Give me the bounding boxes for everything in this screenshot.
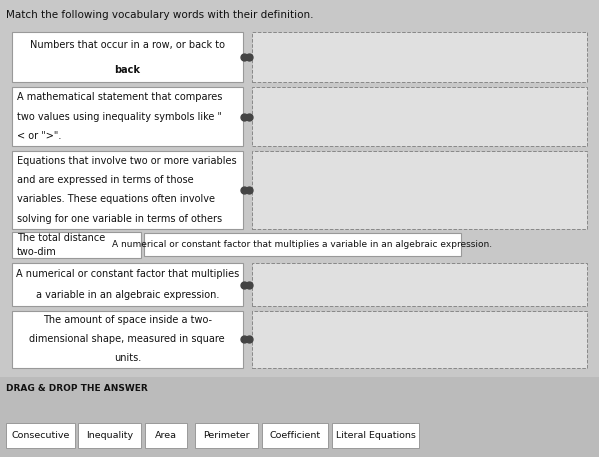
Text: units.: units.	[114, 353, 141, 363]
Text: back: back	[114, 65, 140, 74]
Text: Perimeter: Perimeter	[203, 431, 249, 440]
FancyBboxPatch shape	[12, 232, 141, 258]
FancyBboxPatch shape	[6, 423, 75, 448]
FancyBboxPatch shape	[144, 233, 461, 256]
Text: Inequality: Inequality	[86, 431, 133, 440]
Text: Coefficient: Coefficient	[270, 431, 321, 440]
Text: Area: Area	[155, 431, 177, 440]
FancyBboxPatch shape	[195, 423, 258, 448]
Text: Equations that involve two or more variables: Equations that involve two or more varia…	[17, 155, 237, 165]
FancyBboxPatch shape	[78, 423, 141, 448]
Text: variables. These equations often involve: variables. These equations often involve	[17, 194, 215, 204]
Text: A numerical or constant factor that multiplies: A numerical or constant factor that mult…	[16, 269, 239, 279]
Text: dimensional shape, measured in square: dimensional shape, measured in square	[29, 335, 225, 344]
Text: DRAG & DROP THE ANSWER: DRAG & DROP THE ANSWER	[6, 384, 148, 393]
FancyBboxPatch shape	[252, 87, 587, 146]
FancyBboxPatch shape	[12, 311, 243, 368]
Text: Match the following vocabulary words with their definition.: Match the following vocabulary words wit…	[6, 10, 313, 20]
Text: A numerical or constant factor that multiplies a variable in an algebraic expres: A numerical or constant factor that mult…	[113, 240, 492, 249]
Text: a variable in an algebraic expression.: a variable in an algebraic expression.	[35, 290, 219, 300]
FancyBboxPatch shape	[12, 87, 243, 146]
Text: Consecutive: Consecutive	[11, 431, 69, 440]
FancyBboxPatch shape	[252, 32, 587, 82]
FancyBboxPatch shape	[12, 32, 243, 82]
Text: and are expressed in terms of those: and are expressed in terms of those	[17, 175, 193, 185]
FancyBboxPatch shape	[0, 377, 599, 457]
Text: < or ">".: < or ">".	[17, 131, 61, 141]
FancyBboxPatch shape	[262, 423, 328, 448]
FancyBboxPatch shape	[332, 423, 419, 448]
FancyBboxPatch shape	[12, 151, 243, 228]
Text: The amount of space inside a two-: The amount of space inside a two-	[43, 315, 212, 325]
Text: two values using inequality symbols like ": two values using inequality symbols like…	[17, 112, 222, 122]
Text: Literal Equations: Literal Equations	[336, 431, 416, 440]
FancyBboxPatch shape	[252, 311, 587, 368]
Text: Numbers that occur in a row, or back to: Numbers that occur in a row, or back to	[30, 40, 225, 49]
FancyBboxPatch shape	[12, 263, 243, 306]
FancyBboxPatch shape	[252, 151, 587, 228]
Text: The total distance: The total distance	[17, 234, 105, 243]
FancyBboxPatch shape	[145, 423, 187, 448]
Text: two-dim: two-dim	[17, 247, 56, 256]
Text: A mathematical statement that compares: A mathematical statement that compares	[17, 92, 222, 102]
Text: solving for one variable in terms of others: solving for one variable in terms of oth…	[17, 214, 222, 224]
FancyBboxPatch shape	[252, 263, 587, 306]
